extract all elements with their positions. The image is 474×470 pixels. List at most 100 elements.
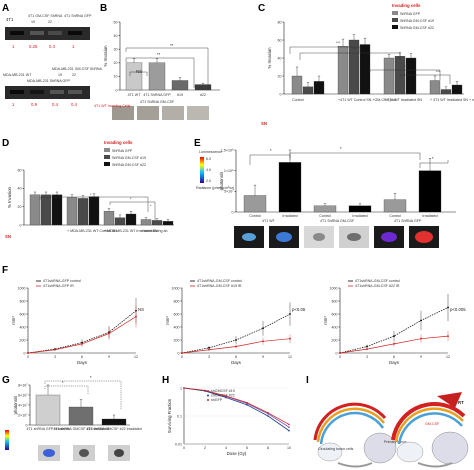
c-y-label: % Invasion: [267, 47, 272, 69]
a-bot-sub-2: 22: [72, 73, 76, 77]
c-y-tick-label: 20: [278, 74, 282, 78]
h-point: [246, 401, 248, 404]
f3-sig: p<0.005: [450, 307, 466, 312]
d-bar: [114, 217, 126, 226]
f1-legend-label: 4T1shRNA-GFP IR: [43, 284, 74, 288]
f1-series-line: [27, 316, 137, 354]
c-bar: [302, 86, 314, 95]
d-sig-2: *: [130, 197, 132, 201]
d-bar: [51, 194, 63, 226]
i-right-arc-blue: [397, 412, 463, 445]
c-legend-title: Invading cells: [392, 3, 421, 8]
f2-x-tick-label: 6: [235, 355, 237, 359]
h-series-line: [183, 387, 290, 431]
h-legend-label: shGMCSF #19: [211, 389, 235, 393]
h-point: [225, 395, 227, 397]
panel-letter-b: B: [100, 3, 107, 14]
f3-legend-label: 4T1shRNA-GM-CSF #22 IR: [355, 284, 400, 288]
h-point: [288, 429, 290, 432]
h-point: [204, 389, 206, 392]
f2-point: [262, 340, 264, 343]
e-colorbar-tick-3: 2.0: [206, 179, 211, 183]
d-x-tick-label: + MDA-MB-231 WT Control SN: [67, 229, 117, 233]
f1-y-tick-label: 600: [20, 312, 26, 316]
h-x-tick-label: 8: [267, 446, 269, 450]
chart-c: 0 20 40 60 80 % Invasion Control +4T1 WT Contro…: [267, 20, 474, 102]
b-y-tick-label: 50: [114, 20, 118, 24]
a-top-cell-3: 4T1 ShRNA GFP: [64, 14, 92, 18]
a-bot-sub-1: 19: [58, 73, 62, 77]
f3-x-label: Days: [389, 360, 399, 365]
b-bracket-2: [125, 57, 195, 88]
e-bracket-2: [289, 152, 421, 160]
f2-point: [235, 345, 237, 348]
f2-y-tick-label: 1000: [172, 286, 180, 290]
f2-y-tick-label: 0: [178, 351, 180, 355]
e-group-3: 4T1 ShRNA GFP: [394, 219, 422, 223]
b-y-tick-label: 10: [114, 75, 118, 79]
d-sig-3: *: [150, 204, 152, 208]
b-x-tick-label: #19: [177, 93, 183, 97]
f3-y-label: mm³: [323, 316, 328, 325]
f1-x-tick-label: 6: [81, 355, 83, 359]
e-y-tick-label: 0: [232, 210, 234, 214]
a-bot-band-3: [50, 90, 64, 94]
f2-y-tick-label: 600: [174, 312, 180, 316]
f1-y-tick-label: 1000: [18, 286, 26, 290]
g-y-tick-label: 6×10⁷: [18, 393, 28, 397]
g-thumb-3-signal: [114, 449, 124, 457]
c-bar: [440, 89, 452, 95]
c-legend-swatch-1: [392, 11, 398, 15]
b-bar: [125, 62, 143, 91]
e-bar: [278, 162, 302, 213]
f2-x-label: Days: [231, 360, 241, 365]
chart-b: 0 10 20 30 40 50 % Invasion 4T1 WT 4T1 ShRNA GFP…: [103, 20, 220, 97]
f2-point: [235, 339, 237, 341]
chart-f3: 0 200 400 600 800 1000 mm³ 0 3 6 9 12 Days 4T1shRNA-G…: [323, 279, 466, 365]
h-x-tick-label: 10: [287, 446, 291, 450]
e-sig-3: *: [432, 156, 434, 161]
b-sig-2: **: [157, 52, 161, 57]
f2-y-label: mm³: [165, 316, 170, 325]
c-bracket-2: [299, 52, 401, 60]
b-caption: 4T1 WT Invading Cells: [94, 104, 130, 108]
panel-letter-i: I: [306, 375, 309, 386]
e-legend-sub: Radiance (p/sec/cm²/sr): [196, 186, 234, 190]
h-point: [246, 404, 248, 406]
g-y-tick-label: 8×10⁷: [18, 383, 28, 387]
a-top-sub-2: 22: [48, 20, 52, 24]
b-bar: [194, 84, 212, 91]
a-bot-band-2: [30, 90, 44, 94]
a-top-value-3: 0.4: [49, 44, 56, 49]
d-y-tick-label: 0: [20, 223, 22, 227]
a-top-value-1: 1: [12, 44, 15, 49]
i-label-tumor: Primary tumor: [384, 440, 407, 444]
f3-x-tick-label: 6: [393, 355, 395, 359]
f1-x-tick-label: 12: [134, 355, 138, 359]
h-y-tick-label: 0.01: [175, 442, 182, 446]
f1-y-label: mm³: [11, 316, 16, 325]
c-sig-2: ***: [352, 47, 357, 51]
f1-point: [81, 343, 83, 345]
c-bar: [383, 57, 395, 95]
f3-y-tick-label: 600: [332, 312, 338, 316]
f2-sig: p<0.05: [292, 307, 306, 312]
f3-point: [420, 337, 422, 340]
f3-y-tick-label: 1000: [330, 286, 338, 290]
c-x-tick-label: +4T1 WT Control SN +GM-CSF prot: [338, 98, 396, 102]
h-y-tick-label: 0.1: [177, 414, 182, 418]
d-bar: [103, 211, 115, 226]
panel-d: D Invading cells ShRNA GFP ShRNA GM-CSF …: [2, 138, 174, 239]
e-thumb-3-signal: [313, 233, 325, 241]
c-legend-swatch-3: [392, 25, 398, 29]
f3-x-tick-label: 9: [420, 355, 422, 359]
g-bar: [101, 418, 127, 426]
f2-point: [289, 337, 291, 340]
f2-legend-label: 4T1shRNA-GM-CSF control: [197, 279, 242, 283]
e-colorbar: [200, 157, 204, 183]
b-y-tick-label: 40: [114, 34, 118, 38]
panel-letter-c: C: [258, 3, 265, 14]
panel-c: C Invading cells ShRNA GFP ShRNA GM-CSF …: [258, 3, 474, 126]
a-bot-blot: [5, 86, 90, 99]
